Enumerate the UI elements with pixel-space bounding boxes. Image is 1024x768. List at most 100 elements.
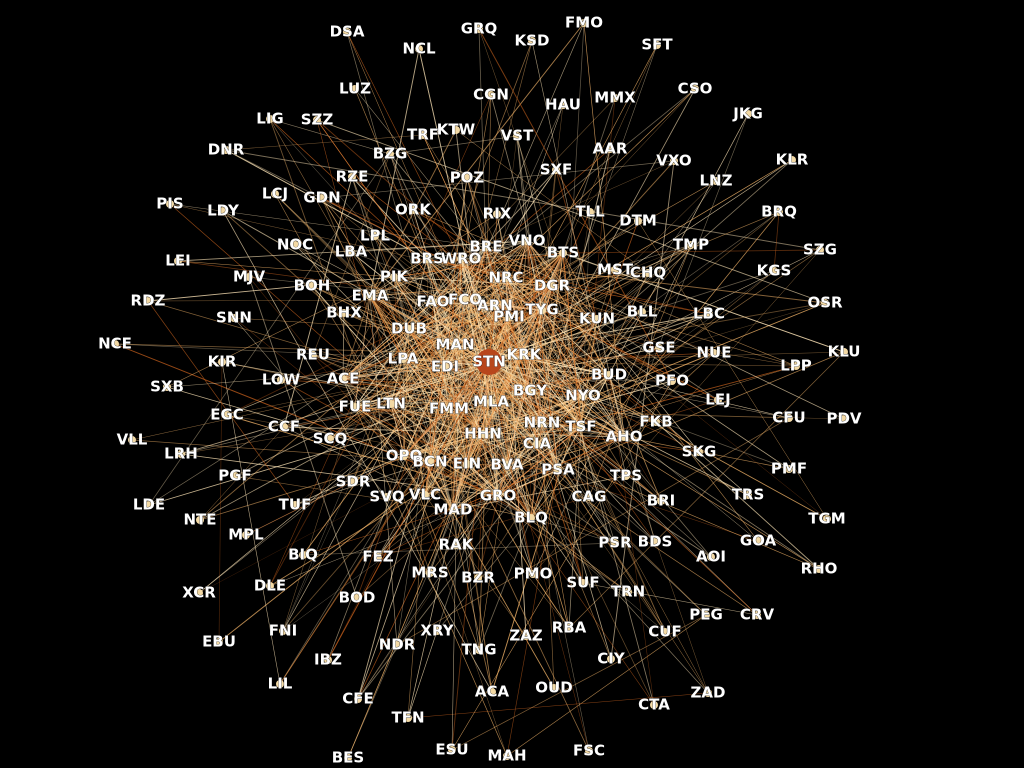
node-cfu[interactable]: CFU [772,408,806,427]
node-svq[interactable]: SVQ [369,487,405,506]
node-nyo[interactable]: NYO [565,386,601,405]
node-rho[interactable]: RHO [800,559,838,578]
node-lcj[interactable]: LCJ [262,184,289,203]
node-szz[interactable]: SZZ [300,110,334,129]
node-nrc[interactable]: NRC [488,268,524,287]
node-cuf[interactable]: CUF [648,622,682,641]
node-hau[interactable]: HAU [545,95,581,114]
node-tyg[interactable]: TYG [525,300,559,319]
node-mah[interactable]: MAH [487,746,527,765]
node-edi[interactable]: EDI [431,357,460,376]
node-lpl[interactable]: LPL [360,226,391,245]
node-lpa[interactable]: LPA [387,349,419,368]
node-dsa[interactable]: DSA [329,22,365,41]
node-mst[interactable]: MST [597,260,634,279]
node-brs[interactable]: BRS [410,249,444,268]
node-fao[interactable]: FAO [416,292,450,311]
node-kun[interactable]: KUN [579,309,616,328]
node-tuf[interactable]: TUF [278,495,312,514]
node-scq[interactable]: SCQ [312,429,348,448]
node-bud[interactable]: BUD [591,365,628,384]
node-fkb[interactable]: FKB [639,412,673,431]
node-mrs[interactable]: MRS [411,563,449,582]
node-chq[interactable]: CHQ [630,263,667,282]
node-lei[interactable]: LEI [165,251,191,270]
node-mad[interactable]: MAD [433,500,473,519]
node-fmo[interactable]: FMO [565,13,604,32]
node-nrn[interactable]: NRN [523,413,561,432]
node-boh[interactable]: BOH [293,276,331,295]
node-vll[interactable]: VLL [116,430,148,449]
node-mla[interactable]: MLA [473,392,510,411]
node-grq[interactable]: GRQ [460,19,498,38]
node-lrh[interactable]: LRH [164,444,198,463]
node-ciy[interactable]: CIY [597,649,626,668]
node-dtm[interactable]: DTM [619,211,657,230]
node-oud[interactable]: OUD [535,678,573,697]
node-tfn[interactable]: TFN [391,708,425,727]
node-bzr[interactable]: BZR [461,568,496,587]
node-klr[interactable]: KLR [775,150,809,169]
node-fue[interactable]: FUE [338,397,372,416]
node-brq[interactable]: BRQ [761,202,797,221]
node-ncl[interactable]: NCL [402,39,436,58]
node-cia[interactable]: CIA [523,434,552,453]
node-snn[interactable]: SNN [216,308,253,327]
node-tng[interactable]: TNG [461,640,497,659]
node-cfe[interactable]: CFE [342,689,374,708]
node-bva[interactable]: BVA [490,455,524,474]
node-pmf[interactable]: PMF [771,459,808,478]
node-bhx[interactable]: BHX [326,303,363,322]
node-reu[interactable]: REU [296,345,331,364]
node-psa[interactable]: PSA [541,460,575,479]
node-bll[interactable]: BLL [626,302,658,321]
node-low[interactable]: LOW [262,370,301,389]
node-bzg[interactable]: BZG [372,144,408,163]
node-bds[interactable]: BDS [637,532,673,551]
node-vlc[interactable]: VLC [409,485,442,504]
node-ndr[interactable]: NDR [378,635,416,654]
node-ktw[interactable]: KTW [436,120,476,139]
node-man[interactable]: MAN [435,335,475,354]
node-bes[interactable]: BES [331,748,364,767]
node-psr[interactable]: PSR [598,533,632,552]
node-rak[interactable]: RAK [438,535,475,554]
node-tmp[interactable]: TMP [673,235,710,254]
node-aho[interactable]: AHO [605,427,643,446]
node-kgs[interactable]: KGS [756,261,792,280]
node-arn[interactable]: ARN [477,296,513,315]
node-xry[interactable]: XRY [420,621,455,640]
node-pgf[interactable]: PGF [218,466,252,485]
node-ein[interactable]: EIN [453,454,482,473]
node-goa[interactable]: GOA [740,531,777,550]
node-osr[interactable]: OSR [807,293,843,312]
node-opo[interactable]: OPO [385,446,423,465]
node-szg[interactable]: SZG [803,240,838,259]
node-bts[interactable]: BTS [546,243,579,262]
node-cta[interactable]: CTA [638,695,671,714]
node-krk[interactable]: KRK [506,345,543,364]
node-esu[interactable]: ESU [435,740,469,759]
node-skg[interactable]: SKG [681,442,717,461]
node-rdz[interactable]: RDZ [130,291,166,310]
node-lig[interactable]: LIG [256,109,284,128]
node-xcr[interactable]: XCR [182,583,217,602]
node-blq[interactable]: BLQ [514,508,548,527]
node-ebu[interactable]: EBU [202,632,236,651]
node-fsc[interactable]: FSC [573,741,606,760]
node-bgy[interactable]: BGY [513,381,549,400]
node-ltn[interactable]: LTN [376,394,406,413]
node-sxf[interactable]: SXF [539,160,573,179]
node-fco[interactable]: FCO [448,290,483,309]
node-vxo[interactable]: VXO [656,151,692,170]
node-poz[interactable]: POZ [449,168,485,187]
node-gro[interactable]: GRO [479,486,517,505]
node-trf[interactable]: TRF [407,125,440,144]
node-pis[interactable]: PIS [156,194,184,213]
node-aca[interactable]: ACA [475,682,510,701]
node-ccf[interactable]: CCF [268,417,301,436]
node-fez[interactable]: FEZ [362,547,394,566]
node-cgn[interactable]: CGN [473,85,509,104]
node-tll[interactable]: TLL [575,202,605,221]
node-aar[interactable]: AAR [592,139,628,158]
